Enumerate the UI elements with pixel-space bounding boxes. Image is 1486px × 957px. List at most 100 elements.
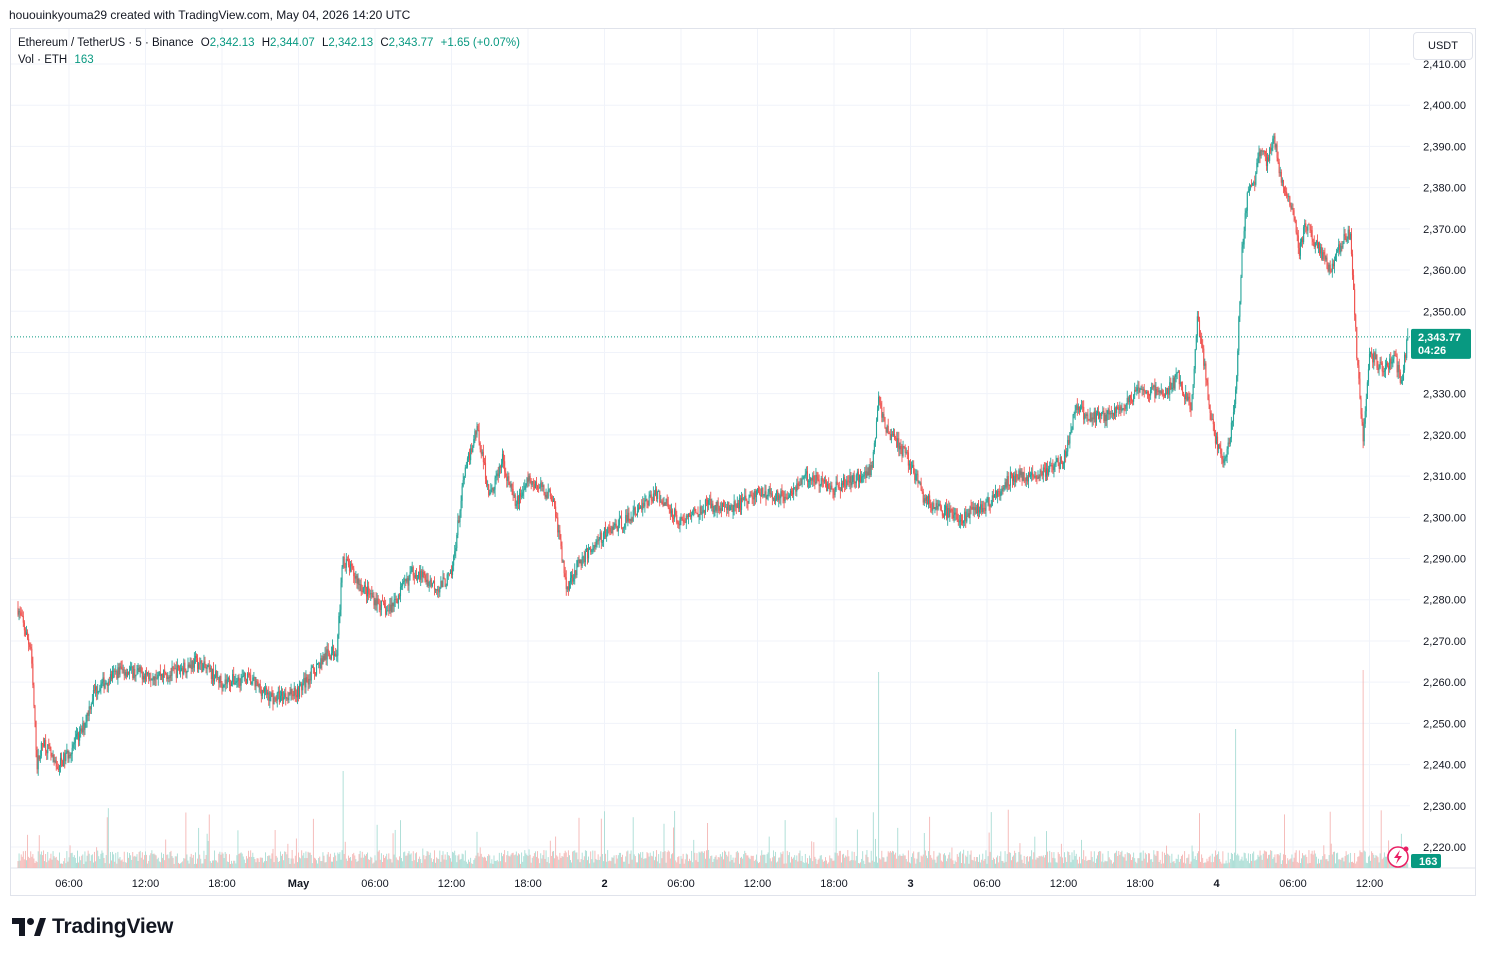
volume-bar [703,851,705,868]
volume-bar [380,853,382,868]
volume-bar [650,855,652,868]
volume-bar [1176,859,1178,868]
candle-body [194,656,196,659]
candle-body [675,508,677,516]
volume-bar [712,861,714,868]
volume-bar [481,856,483,868]
candle-body [872,452,874,468]
volume-bar [173,863,175,868]
candle-body [1353,275,1355,290]
candle-body [1057,457,1059,464]
candle-body [790,490,793,494]
volume-bar [164,860,166,868]
candle-body [546,494,548,499]
volume-bar [92,862,94,868]
candle-body [991,495,993,506]
candle-body [556,517,558,519]
volume-bar [730,854,732,868]
candle-body [1071,429,1073,430]
candle-body [369,593,371,595]
currency-button[interactable]: USDT [1413,32,1473,60]
volume-bar [792,858,794,868]
volume-bar [103,857,105,868]
volume-bar [638,853,639,868]
volume-bar [763,854,765,868]
candle-body [615,523,617,527]
candle-body [36,749,38,770]
volume-bar [589,863,591,868]
candle-body [271,693,273,696]
candle-body [1070,429,1072,433]
volume-bar [404,851,406,868]
volume-bar [600,818,602,868]
volume-bar [38,835,40,868]
volume-bar [899,854,901,868]
candle-body [331,646,334,653]
candle-body [41,743,43,745]
volume-bar [630,850,632,868]
candle-body [263,688,266,692]
candle-body [909,463,912,470]
candle-body [442,577,444,587]
volume-bar [430,858,432,868]
candle-body [322,656,324,665]
candle-body [792,493,794,495]
candle-body [1300,238,1303,242]
volume-bar [626,851,628,868]
candle-body [707,500,709,505]
candle-body [943,510,946,517]
volume-bar [249,856,251,868]
candle-body [751,495,753,498]
volume-bar [608,861,610,868]
candle-body [406,578,408,582]
candle-body [904,447,906,453]
volume-bar [767,852,769,868]
volume-bar [304,858,306,868]
volume-bar [902,853,904,868]
volume-bar [1406,862,1408,868]
volume-label[interactable]: Vol · ETH [18,54,68,66]
volume-bar [633,854,635,868]
candle-body [862,476,864,478]
candle-body [1210,412,1212,420]
volume-bar [1357,856,1359,868]
volume-bar [512,852,514,868]
volume-bar [1149,853,1151,868]
volume-bar [693,839,695,868]
candle-body [289,692,291,694]
volume-bar [914,858,916,868]
volume-bar [748,857,750,868]
volume-bar [1129,854,1131,868]
volume-bar [44,861,46,868]
candle-body [480,449,482,455]
volume-bar [1250,853,1251,868]
symbol-name[interactable]: Ethereum / TetherUS · 5 · Binance [18,37,194,49]
volume-bar [968,863,970,868]
candle-body [848,481,850,483]
volume-bar [437,858,439,868]
volume-bar [1273,857,1275,868]
volume-bar [1267,858,1268,868]
volume-bar [349,857,350,868]
volume-bar [975,856,977,868]
candle-body [71,747,73,755]
candle-body [341,567,343,583]
volume-bar [492,863,494,868]
volume-bar [284,851,286,868]
volume-bar [384,857,386,868]
volume-bar [1366,863,1368,868]
candle-body [189,664,191,667]
candle-body [177,665,179,668]
candle-body [1147,392,1150,395]
volume-bar [1305,854,1307,868]
volume-bar [681,858,683,868]
volume-bar [785,863,787,868]
volume-bar [1200,861,1202,868]
bolt-glyph-icon [1394,850,1402,864]
candle-body [318,663,320,664]
volume-bar [1222,851,1224,868]
candle-body [865,471,867,478]
last-price-tag[interactable] [1411,328,1471,359]
volume-bar [1106,861,1108,868]
